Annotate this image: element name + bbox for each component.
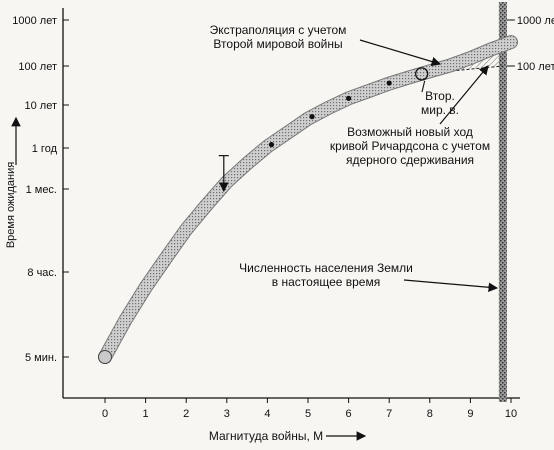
axes: 0 1 2 3 4 5 6 7 8 9 10 5 мин. 8 час. 1 мес. 1 год 10 ле… — [12, 8, 554, 420]
y-tick-label: 100 лет — [18, 61, 57, 73]
x-tick-label: 8 — [427, 408, 433, 420]
war-point — [309, 114, 315, 120]
population-arrow — [403, 279, 499, 293]
y-tick-label: 1000 лет — [12, 15, 57, 27]
ww2-leader — [421, 80, 426, 93]
x-tick-label: 2 — [183, 408, 189, 420]
y-tick-label: 10 лет — [24, 100, 57, 112]
extrapolation-arrow — [359, 39, 442, 67]
x-tick-label: 4 — [264, 408, 270, 420]
ww2-annotation: Втор. мир. в. — [421, 89, 459, 117]
war-point — [346, 95, 352, 101]
population-annotation: Численность населения Земли в настоящее в… — [239, 261, 413, 289]
right-tick-label: 100 лет — [517, 61, 554, 73]
right-tick-label: 1000 лет — [517, 15, 554, 27]
world-population-bar — [498, 2, 507, 402]
y-tick-label: 5 мин. — [25, 352, 57, 364]
new-course-annotation: Возможный новый ход кривой Ричардсона с у… — [330, 125, 490, 167]
y-tick-label: 1 год — [32, 143, 58, 155]
x-tick-label: 0 — [102, 408, 108, 420]
y-axis-label: Время ожидания — [5, 162, 17, 248]
new-course-arrow — [439, 65, 489, 125]
trend-band — [99, 36, 517, 363]
war-point — [386, 80, 392, 86]
x-axis-label: Магнитуда войны, M — [209, 429, 323, 443]
y-tick-label: 1 мес. — [26, 184, 57, 196]
x-tick-label: 3 — [224, 408, 230, 420]
y-tick-label: 8 час. — [27, 267, 57, 279]
x-tick-label: 1 — [143, 408, 149, 420]
start-point — [98, 350, 112, 364]
war-point — [268, 142, 275, 148]
lower-branch-line — [421, 65, 503, 75]
ww2-point — [415, 67, 429, 81]
marks: Экстраполяция с учетом Второй мировой вой… — [11, 2, 518, 441]
x-tick-label: 5 — [305, 408, 311, 420]
extrapolation-annotation: Экстраполяция с учетом Второй мировой вой… — [210, 23, 347, 51]
x-tick-label: 7 — [386, 408, 392, 420]
x-tick-label: 9 — [467, 408, 473, 420]
x-tick-label: 6 — [346, 408, 352, 420]
x-tick-label: 10 — [505, 408, 517, 420]
